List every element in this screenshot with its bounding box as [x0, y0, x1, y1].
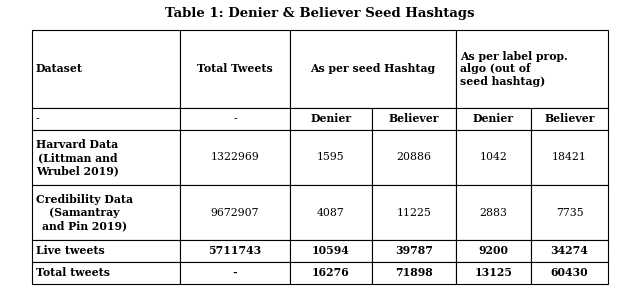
Text: 1322969: 1322969: [211, 152, 259, 163]
Bar: [456, 30, 608, 108]
Bar: [531, 262, 608, 284]
Bar: [290, 130, 372, 185]
Text: As per seed Hashtag: As per seed Hashtag: [310, 64, 436, 74]
Text: -: -: [233, 268, 237, 279]
Text: 20886: 20886: [397, 152, 431, 163]
Bar: [32, 240, 180, 262]
Text: 7735: 7735: [556, 207, 583, 217]
Bar: [531, 130, 608, 185]
Bar: [372, 240, 456, 262]
Bar: [290, 108, 372, 130]
Bar: [456, 262, 531, 284]
Bar: [290, 262, 372, 284]
Bar: [32, 108, 180, 130]
Text: 1595: 1595: [317, 152, 345, 163]
Bar: [531, 185, 608, 240]
Bar: [372, 108, 456, 130]
Bar: [180, 108, 290, 130]
Text: Credibility Data
(Samantray
and Pin 2019): Credibility Data (Samantray and Pin 2019…: [36, 194, 133, 231]
Bar: [531, 108, 608, 130]
Text: Total tweets: Total tweets: [36, 268, 110, 279]
Bar: [531, 240, 608, 262]
Bar: [372, 185, 456, 240]
Text: Denier: Denier: [310, 113, 351, 125]
Text: Denier: Denier: [473, 113, 514, 125]
Text: Total Tweets: Total Tweets: [197, 64, 273, 74]
Bar: [456, 185, 531, 240]
Text: 60430: 60430: [550, 268, 588, 279]
Text: Believer: Believer: [388, 113, 439, 125]
Bar: [180, 262, 290, 284]
Text: Live tweets: Live tweets: [36, 246, 105, 256]
Text: Table 1: Denier & Believer Seed Hashtags: Table 1: Denier & Believer Seed Hashtags: [165, 8, 475, 21]
Text: -: -: [233, 114, 237, 124]
Bar: [456, 130, 531, 185]
Text: Dataset: Dataset: [36, 64, 83, 74]
Text: 16276: 16276: [312, 268, 350, 279]
Text: 9672907: 9672907: [211, 207, 259, 217]
Text: As per label prop.
algo (out of
seed hashtag): As per label prop. algo (out of seed has…: [460, 51, 568, 87]
Bar: [180, 130, 290, 185]
Text: Believer: Believer: [544, 113, 595, 125]
Text: 34274: 34274: [550, 246, 588, 256]
Bar: [32, 130, 180, 185]
Bar: [372, 130, 456, 185]
Bar: [290, 240, 372, 262]
Bar: [32, 185, 180, 240]
Bar: [180, 185, 290, 240]
Text: 1042: 1042: [479, 152, 508, 163]
Text: 10594: 10594: [312, 246, 350, 256]
Bar: [290, 185, 372, 240]
Text: 18421: 18421: [552, 152, 587, 163]
Bar: [456, 108, 531, 130]
Text: -: -: [36, 114, 40, 124]
Text: Harvard Data
(Littman and
Wrubel 2019): Harvard Data (Littman and Wrubel 2019): [36, 139, 119, 176]
Bar: [456, 240, 531, 262]
Text: 13125: 13125: [474, 268, 513, 279]
Bar: [180, 30, 290, 108]
Bar: [372, 262, 456, 284]
Text: 39787: 39787: [395, 246, 433, 256]
Text: 5711743: 5711743: [209, 246, 262, 256]
Bar: [180, 240, 290, 262]
Bar: [32, 262, 180, 284]
Text: 11225: 11225: [397, 207, 431, 217]
Text: 9200: 9200: [479, 246, 509, 256]
Bar: [290, 30, 456, 108]
Text: 71898: 71898: [395, 268, 433, 279]
Text: 2883: 2883: [479, 207, 508, 217]
Text: 4087: 4087: [317, 207, 345, 217]
Bar: [32, 30, 180, 108]
